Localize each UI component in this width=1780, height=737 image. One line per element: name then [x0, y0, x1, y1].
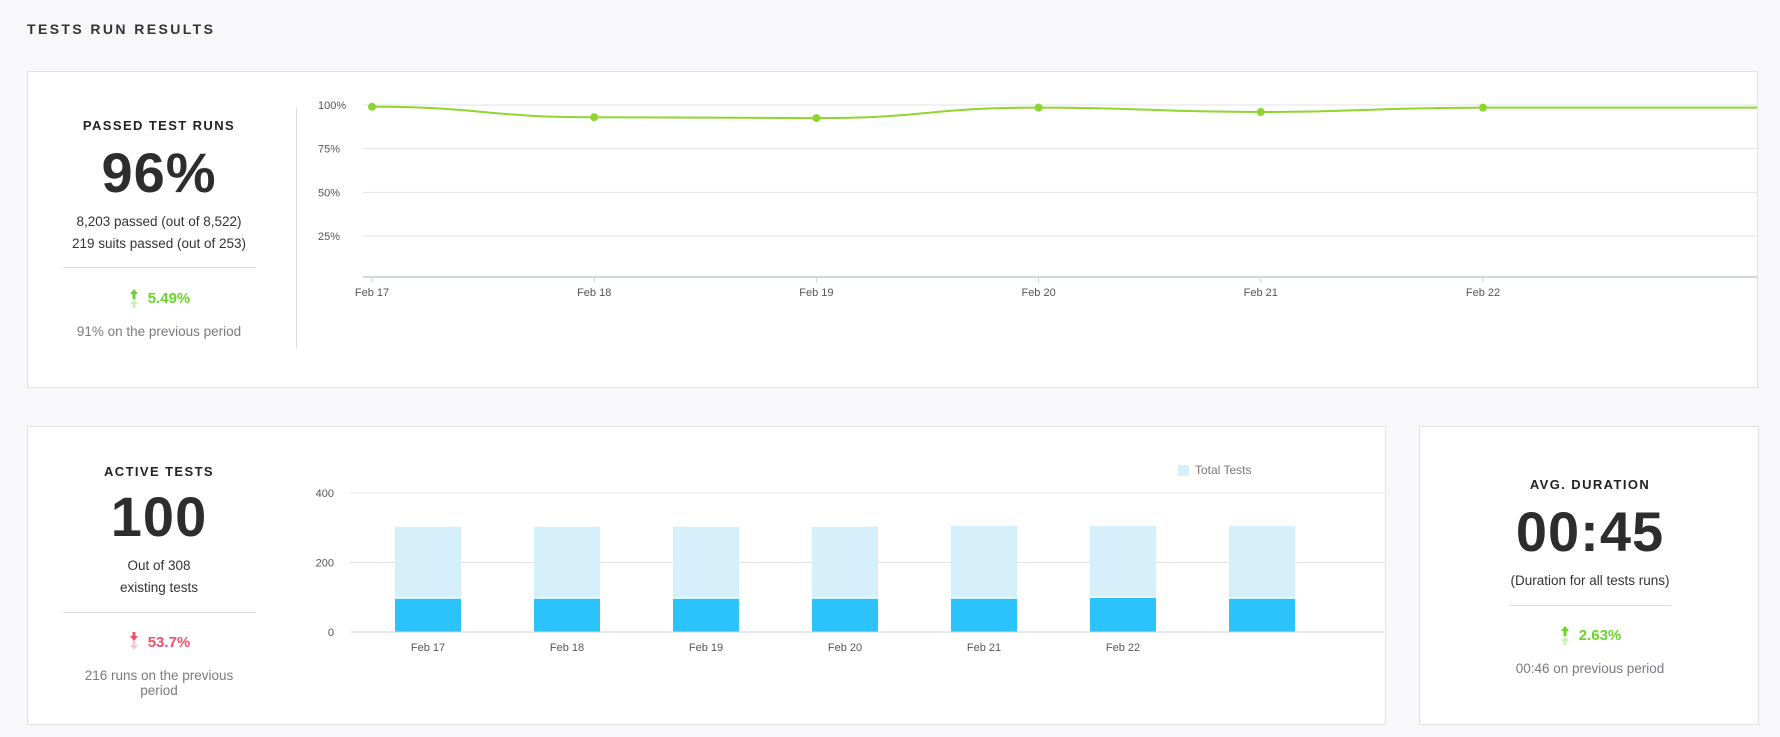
x-tick-label: Feb 17 [411, 642, 445, 654]
avg-duration-card: AVG. DURATION 00:45 (Duration for all te… [1419, 426, 1759, 725]
suits-passed: 219 suits passed (out of 253) [71, 236, 247, 251]
active-delta: 53.7% [128, 631, 191, 653]
passed-line-chart: 100% 75% 50% 25% Feb 17 Feb 18 Feb 19 Feb 20 Feb… [318, 100, 1757, 299]
x-tick-label: Feb 19 [799, 287, 833, 299]
arrow-down-icon [129, 632, 138, 650]
data-point [590, 113, 599, 122]
data-point [1479, 103, 1487, 112]
x-tick-label: Feb 22 [1466, 287, 1500, 299]
active-out-of: Out of 308 [127, 558, 191, 573]
x-tick-label: Feb 17 [355, 287, 389, 299]
passed-count: 8,203 passed (out of 8,522) [76, 214, 242, 229]
x-tick-label: Feb 22 [1106, 642, 1140, 654]
data-point [812, 114, 821, 123]
divider [63, 612, 256, 613]
y-tick-label: 50% [318, 187, 340, 199]
arrow-up-icon [129, 289, 138, 308]
active-value: 100 [110, 485, 208, 548]
duration-delta-value: 2.63% [1578, 626, 1622, 644]
x-tick-label: Feb 19 [689, 642, 723, 654]
x-tick-label: Feb 21 [1244, 287, 1278, 299]
x-tick-label: Feb 20 [828, 642, 862, 654]
y-tick-label: 400 [316, 488, 334, 500]
active-existing: existing tests [119, 580, 199, 595]
data-point [1034, 103, 1043, 112]
active-tests-card: ACTIVE TESTS 100 Out of 308 existing tes… [27, 426, 1386, 725]
bar-active [534, 597, 600, 632]
duration-value: 00:45 [1515, 500, 1665, 563]
passed-delta: 5.49% [128, 287, 191, 309]
active-bar-chart: 400 200 0 Total Tests Feb 17 Feb 18 Feb 19 Feb … [316, 463, 1385, 654]
active-previous: 216 runs on the previous period [84, 668, 234, 698]
duration-note: (Duration for all tests runs) [1510, 573, 1670, 588]
y-tick-label: 25% [318, 231, 340, 243]
data-point [1256, 107, 1265, 116]
x-tick-label: Feb 18 [577, 287, 611, 299]
arrow-up-icon [1560, 626, 1569, 645]
passed-test-runs-card: PASSED TEST RUNS 96% 8,203 passed (out o… [27, 71, 1758, 388]
legend-swatch [1178, 465, 1189, 476]
y-tick-label: 0 [328, 627, 334, 639]
bar-active [1229, 597, 1295, 632]
bar-active [951, 597, 1017, 632]
active-delta-value: 53.7% [147, 633, 191, 651]
divider [63, 267, 256, 268]
passed-label: PASSED TEST RUNS [82, 118, 236, 133]
passed-previous: 91% on the previous period [76, 324, 242, 339]
y-tick-label: 200 [316, 558, 334, 570]
x-tick-label: Feb 18 [550, 642, 584, 654]
passed-delta-value: 5.49% [147, 289, 191, 307]
data-point [368, 102, 376, 111]
y-tick-label: 75% [318, 144, 340, 156]
series-line [371, 105, 1757, 120]
duration-delta: 2.63% [1559, 624, 1622, 646]
passed-value: 96% [101, 141, 217, 204]
duration-label: AVG. DURATION [1529, 477, 1651, 492]
bar-active [1090, 597, 1156, 632]
divider [1509, 605, 1671, 606]
y-tick-label: 100% [318, 100, 346, 112]
active-stat-block: ACTIVE TESTS 100 Out of 308 existing tes… [63, 464, 256, 698]
duration-previous: 00:46 on previous period [1515, 661, 1665, 676]
active-label: ACTIVE TESTS [104, 464, 214, 479]
x-tick-label: Feb 20 [1021, 287, 1055, 299]
duration-stat-block: AVG. DURATION 00:45 (Duration for all te… [1420, 477, 1758, 676]
x-tick-label: Feb 21 [967, 642, 1001, 654]
bar-active [395, 597, 461, 632]
bar-active [812, 597, 878, 632]
legend-label: Total Tests [1195, 463, 1251, 477]
page-title: TESTS RUN RESULTS [27, 21, 216, 37]
bar-active [673, 597, 739, 632]
vertical-separator [296, 108, 297, 348]
passed-stat-block: PASSED TEST RUNS 96% 8,203 passed (out o… [63, 118, 256, 339]
